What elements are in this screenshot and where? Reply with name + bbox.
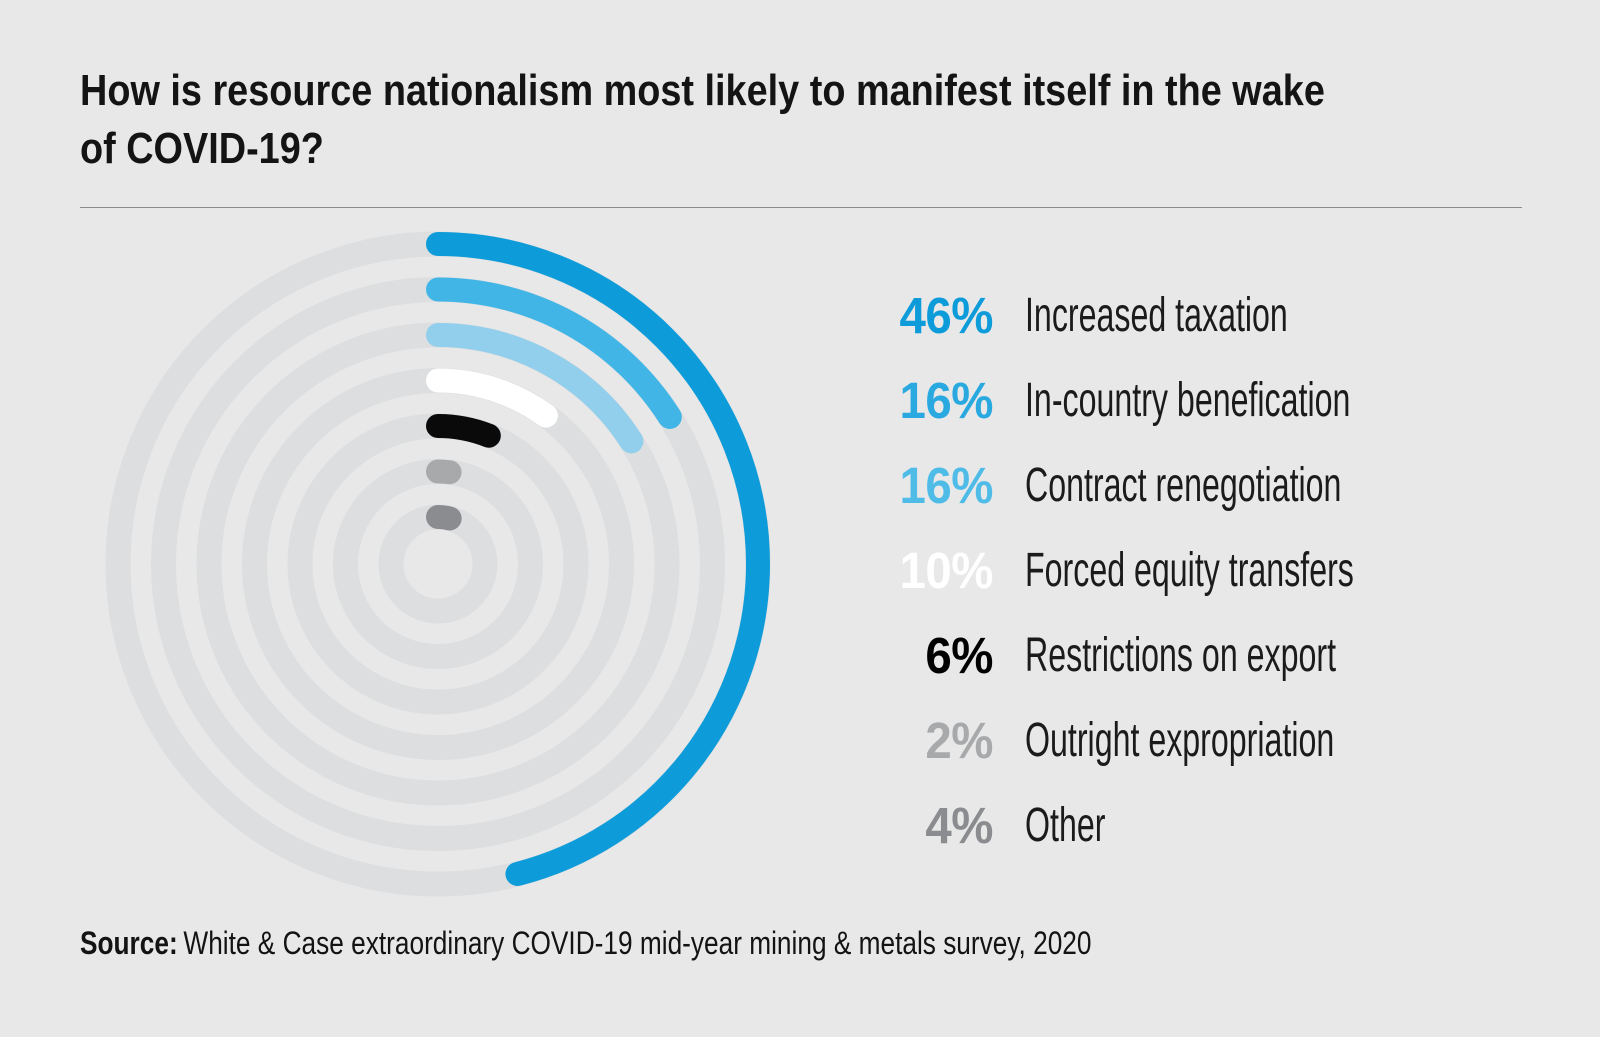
legend-percent: 4%	[925, 796, 993, 854]
legend-percent: 2%	[925, 711, 993, 769]
legend-percent: 46%	[899, 286, 993, 344]
legend-label: In-country benefication	[1025, 373, 1351, 427]
legend-label: Increased taxation	[1025, 288, 1288, 342]
legend-item: 2% Outright expropriation	[880, 698, 1487, 782]
arc-segment-4	[242, 368, 634, 760]
legend-item: 4% Other	[880, 783, 1145, 867]
legend-percent: 10%	[899, 541, 993, 599]
legend-item: 6% Restrictions on export	[880, 613, 1489, 697]
page-title-line-1: How is resource nationalism most likely …	[80, 66, 1325, 115]
arc-segment-2	[151, 277, 725, 851]
arc-segment-3	[197, 323, 679, 805]
legend-item: 10% Forced equity transfers	[880, 528, 1516, 612]
legend-label: Outright expropriation	[1025, 713, 1335, 767]
page-title-line-2: of COVID-19?	[80, 124, 324, 173]
legend-percent: 6%	[925, 626, 993, 684]
track-ring	[378, 504, 498, 624]
legend-percent: 16%	[899, 456, 993, 514]
source-prefix: Source:	[80, 925, 178, 961]
legend-label: Other	[1025, 798, 1106, 852]
arc-segment-1	[106, 232, 770, 896]
arc-segment-6	[333, 459, 543, 669]
arc-segment-5	[288, 414, 588, 714]
legend-percent: 16%	[899, 371, 993, 429]
legend-item: 16% In-country benefication	[880, 358, 1511, 442]
source-line: Source: White & Case extraordinary COVID-…	[80, 925, 1091, 962]
legend-item: 46% Increased taxation	[880, 273, 1417, 357]
title-divider	[80, 207, 1522, 208]
legend-item: 16% Contract renegotiation	[880, 443, 1497, 527]
legend-label: Forced equity transfers	[1025, 543, 1354, 597]
legend-label: Contract renegotiation	[1025, 458, 1342, 512]
track-ring	[333, 459, 543, 669]
legend-label: Restrictions on export	[1025, 628, 1337, 682]
arc-segment-7	[379, 505, 497, 623]
page-title: How is resource nationalism most likely …	[80, 62, 1325, 178]
source-text: White & Case extraordinary COVID-19 mid-…	[183, 925, 1092, 961]
